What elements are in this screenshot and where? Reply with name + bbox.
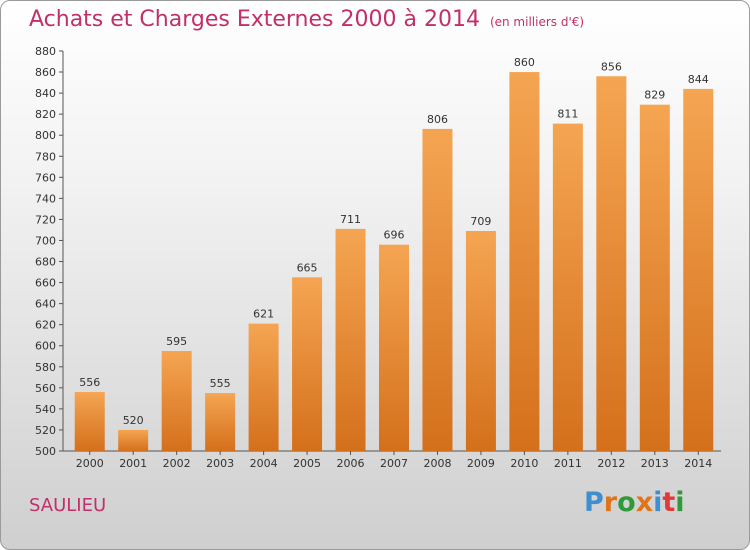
value-label-2005: 665 bbox=[297, 261, 318, 274]
y-tick-label: 680 bbox=[35, 256, 56, 269]
chart-title: Achats et Charges Externes 2000 à 2014 (e… bbox=[29, 7, 584, 32]
value-label-2014: 844 bbox=[688, 73, 709, 86]
bar-2010 bbox=[509, 72, 540, 451]
chart-subtitle: (en milliers d'€) bbox=[489, 15, 585, 29]
value-label-2002: 595 bbox=[166, 335, 187, 348]
value-label-2006: 711 bbox=[340, 213, 361, 226]
bar-2001 bbox=[118, 429, 149, 451]
x-tick-label: 2007 bbox=[380, 457, 408, 470]
value-labels: 556 520 595 555 621 665 711 696 806 709 860 811 856 8… bbox=[79, 56, 709, 427]
logo-letter: r bbox=[603, 487, 618, 518]
bar-2009 bbox=[465, 231, 496, 451]
bar-2013 bbox=[639, 104, 670, 452]
x-tick-label: 2006 bbox=[337, 457, 365, 470]
x-tick-label: 2002 bbox=[163, 457, 191, 470]
y-tick-label: 620 bbox=[35, 319, 56, 332]
x-tick-label: 2014 bbox=[684, 457, 712, 470]
bar-2006 bbox=[335, 228, 366, 451]
bar-2008 bbox=[422, 128, 453, 451]
value-label-2003: 555 bbox=[210, 377, 231, 390]
x-tick-label: 2001 bbox=[119, 457, 147, 470]
x-tick-label: 2003 bbox=[206, 457, 234, 470]
logo-letter: t bbox=[662, 487, 676, 518]
y-tick-label: 540 bbox=[35, 403, 56, 416]
logo-letter: P bbox=[584, 487, 604, 518]
logo-letter: o bbox=[617, 487, 636, 518]
value-label-2013: 829 bbox=[644, 89, 665, 102]
y-tick-label: 700 bbox=[35, 234, 56, 247]
logo-letter: x bbox=[635, 487, 654, 518]
value-label-2001: 520 bbox=[123, 414, 144, 427]
bar-2004 bbox=[248, 323, 279, 451]
x-tick-label: 2010 bbox=[510, 457, 538, 470]
bars bbox=[74, 72, 714, 452]
y-tick-label: 600 bbox=[35, 340, 56, 353]
bar-2003 bbox=[205, 393, 236, 451]
y-tick-label: 760 bbox=[35, 171, 56, 184]
bar-2000 bbox=[74, 392, 105, 451]
value-label-2000: 556 bbox=[79, 376, 100, 389]
y-tick-label: 780 bbox=[35, 150, 56, 163]
value-label-2010: 860 bbox=[514, 56, 535, 69]
y-tick-label: 800 bbox=[35, 129, 56, 142]
axes: 500 520 540 560 580 600 620 640 660 680 700 720 740 7… bbox=[35, 45, 721, 470]
value-label-2009: 709 bbox=[470, 215, 491, 228]
y-tick-label: 720 bbox=[35, 213, 56, 226]
y-tick-label: 820 bbox=[35, 108, 56, 121]
bar-2012 bbox=[596, 76, 627, 452]
x-tick-label: 2008 bbox=[423, 457, 451, 470]
logo-letter: i bbox=[675, 487, 685, 518]
commune-name: SAULIEU bbox=[29, 495, 107, 516]
bar-2002 bbox=[161, 351, 192, 451]
y-tick-label: 880 bbox=[35, 45, 56, 58]
y-tick-label: 740 bbox=[35, 192, 56, 205]
x-tick-label: 2009 bbox=[467, 457, 495, 470]
value-label-2004: 621 bbox=[253, 308, 274, 321]
value-label-2012: 856 bbox=[601, 60, 622, 73]
logo-letter: i bbox=[653, 487, 663, 518]
y-tick-label: 860 bbox=[35, 66, 56, 79]
y-tick-label: 520 bbox=[35, 424, 56, 437]
y-tick-label: 580 bbox=[35, 361, 56, 374]
value-label-2008: 806 bbox=[427, 113, 448, 126]
x-tick-label: 2011 bbox=[554, 457, 582, 470]
bar-2014 bbox=[683, 88, 714, 451]
y-tick-label: 660 bbox=[35, 277, 56, 290]
chart-title-text: Achats et Charges Externes 2000 à 2014 bbox=[29, 7, 480, 32]
value-label-2007: 696 bbox=[384, 229, 405, 242]
x-tick-label: 2005 bbox=[293, 457, 321, 470]
y-tick-label: 840 bbox=[35, 87, 56, 100]
proxiti-logo: Proxiti bbox=[584, 487, 685, 518]
value-label-2011: 811 bbox=[557, 108, 578, 121]
x-tick-label: 2012 bbox=[597, 457, 625, 470]
y-tick-label: 560 bbox=[35, 382, 56, 395]
x-tick-label: 2004 bbox=[250, 457, 278, 470]
x-tick-label: 2000 bbox=[76, 457, 104, 470]
bar-2007 bbox=[379, 244, 409, 451]
y-tick-label: 500 bbox=[35, 445, 56, 458]
x-tick-label: 2013 bbox=[641, 457, 669, 470]
bar-2011 bbox=[552, 123, 583, 451]
bar-2005 bbox=[292, 277, 323, 451]
y-tick-label: 640 bbox=[35, 298, 56, 311]
